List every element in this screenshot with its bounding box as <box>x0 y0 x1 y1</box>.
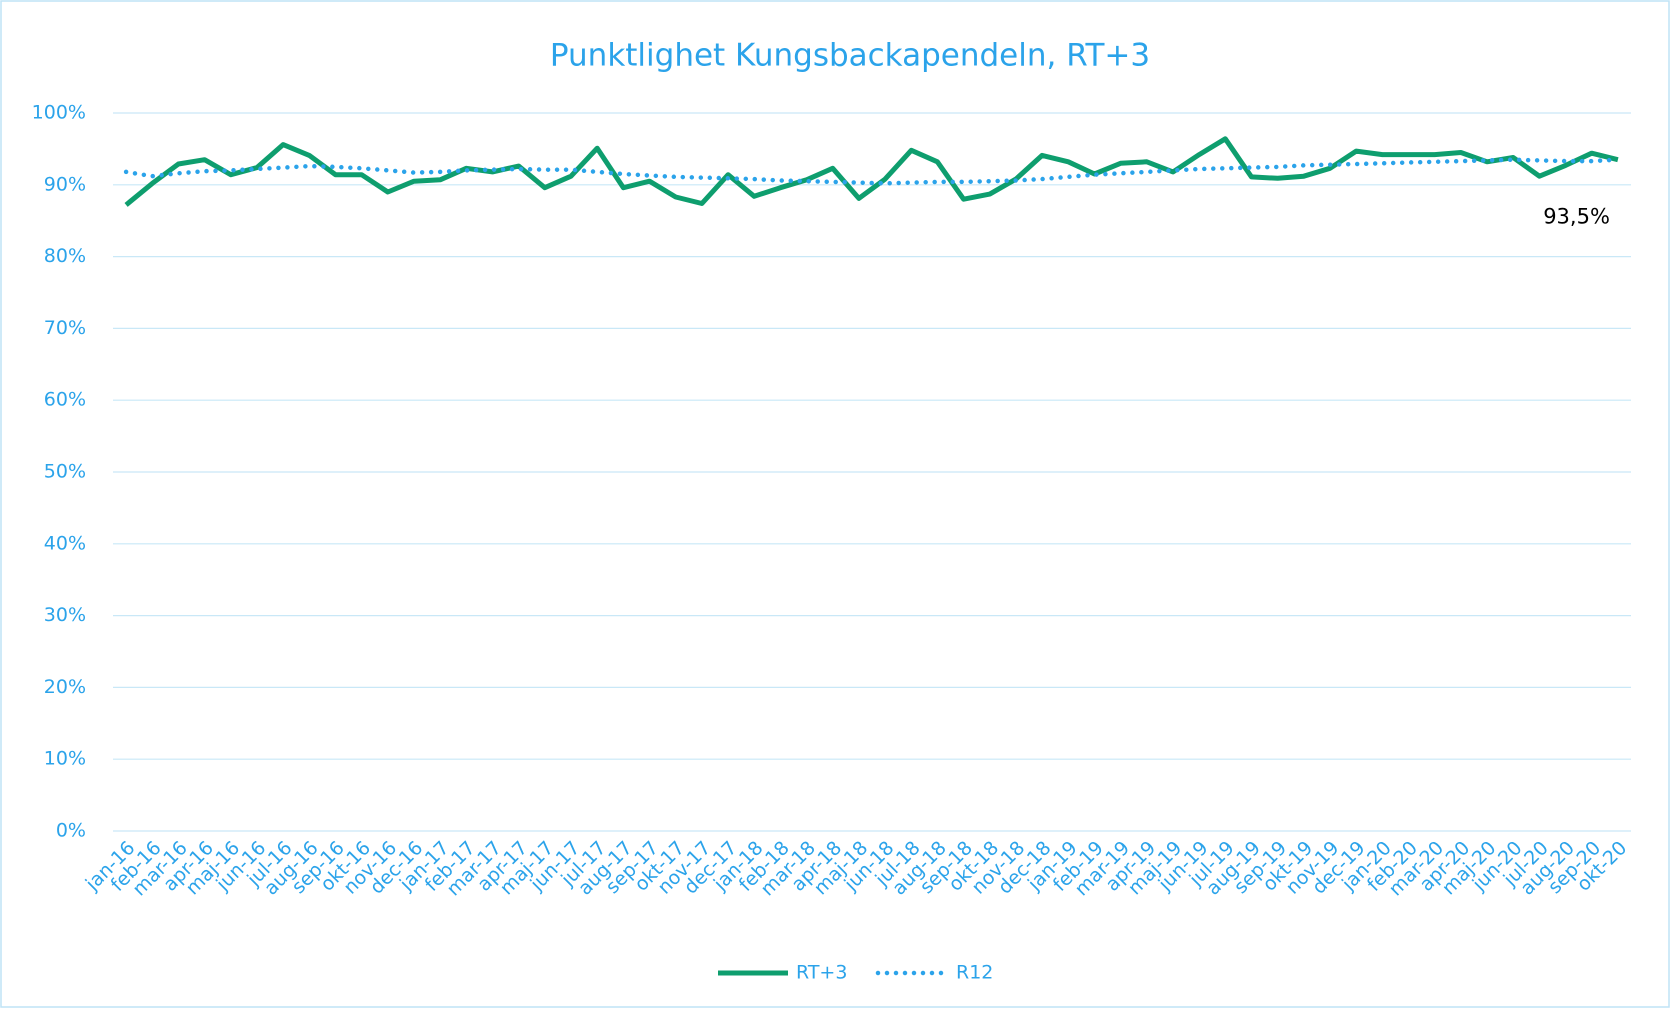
chart-title: Punktlighet Kungsbackapendeln, RT+3 <box>550 38 1150 74</box>
y-tick-label: 100% <box>32 102 86 124</box>
y-tick-label: 70% <box>44 317 86 339</box>
y-tick-label: 10% <box>44 748 86 770</box>
line-series <box>123 157 1621 186</box>
y-tick-label: 40% <box>44 532 86 554</box>
y-tick-label: 30% <box>44 604 86 626</box>
y-tick-label: 90% <box>44 173 86 195</box>
line-series <box>124 136 1619 207</box>
y-tick-label: 20% <box>44 676 86 698</box>
y-tick-label: 80% <box>44 245 86 267</box>
legend-label: RT+3 <box>796 962 847 984</box>
annotation: 93,5% <box>1543 205 1610 229</box>
legend-label: R12 <box>956 962 993 984</box>
y-tick-label: 0% <box>56 820 86 842</box>
y-tick-label: 50% <box>44 461 86 483</box>
y-tick-label: 60% <box>44 389 86 411</box>
